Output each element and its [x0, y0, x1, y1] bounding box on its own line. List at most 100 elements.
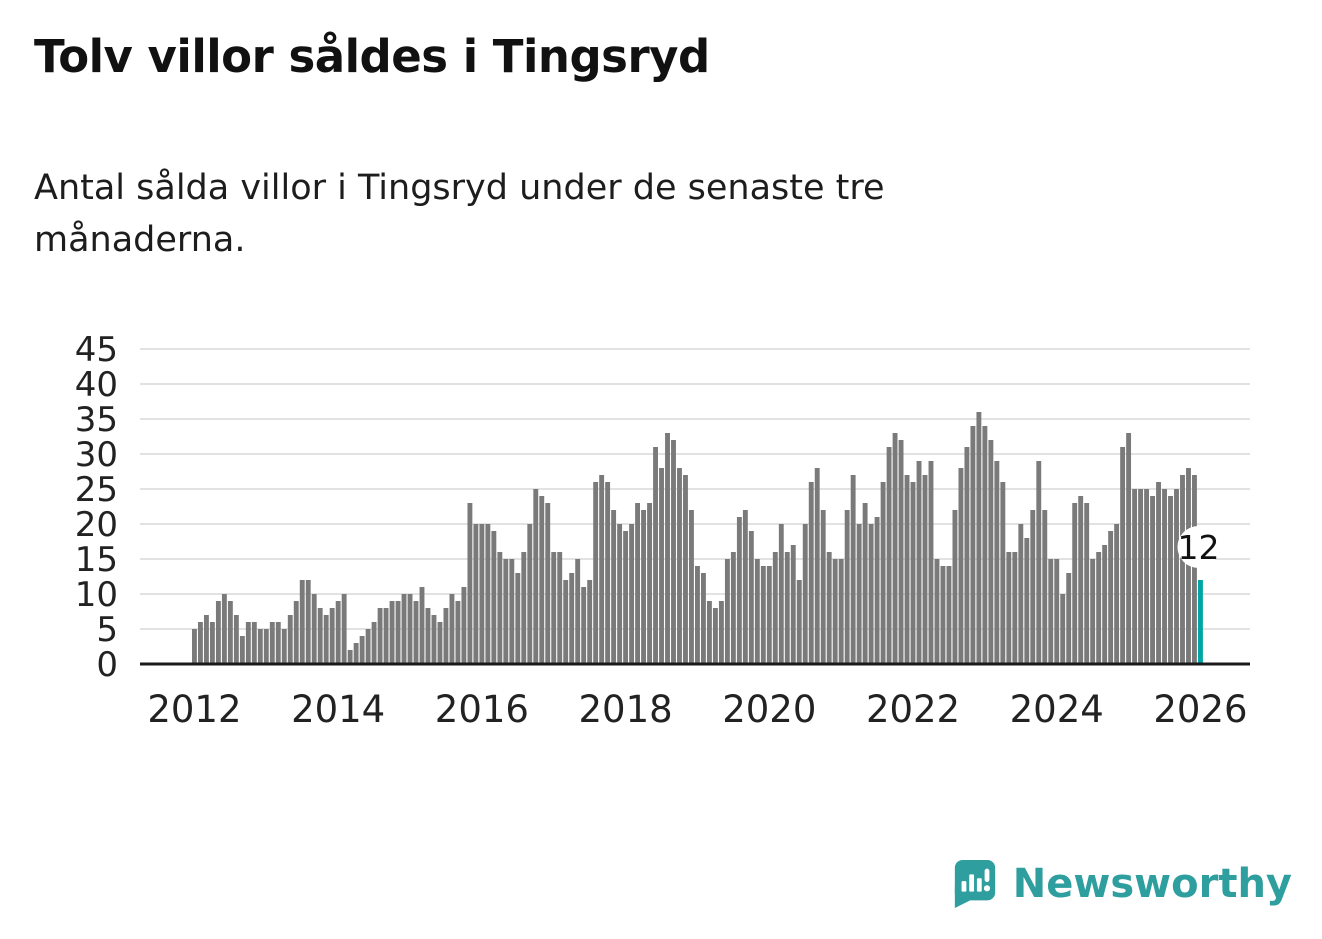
highlight-bar: [1198, 580, 1203, 664]
bar: [1192, 475, 1197, 664]
bar: [473, 524, 479, 664]
bar: [449, 594, 455, 664]
brand-footer: Newsworthy: [951, 857, 1292, 911]
bar: [311, 594, 317, 664]
bar: [964, 447, 970, 664]
bar: [916, 461, 922, 664]
bar: [317, 608, 323, 664]
bar: [820, 510, 826, 664]
bar: [347, 650, 353, 664]
newsworthy-logo-icon: [954, 860, 995, 908]
bar: [934, 559, 940, 664]
bar: [1162, 489, 1167, 664]
bar: [850, 475, 856, 664]
bar: [431, 615, 437, 664]
bar: [886, 447, 892, 664]
bar: [1042, 510, 1048, 664]
bar: [485, 524, 491, 664]
bar: [1126, 433, 1132, 664]
bar: [862, 503, 868, 664]
bar: [970, 426, 976, 664]
y-axis-label: 5: [96, 610, 118, 650]
bar: [802, 524, 808, 664]
bar: [671, 440, 676, 664]
bar: [760, 566, 766, 664]
bar: [1036, 461, 1042, 664]
bar: [635, 503, 641, 664]
bar: [413, 601, 419, 664]
bar: [239, 636, 245, 664]
bar: [521, 552, 527, 664]
bar: [1120, 447, 1126, 664]
bar: [1132, 489, 1138, 664]
bar: [461, 587, 467, 664]
bar: [599, 475, 605, 664]
bar: [623, 531, 629, 664]
bar: [335, 601, 341, 664]
bar: [1144, 489, 1150, 664]
bar: [227, 601, 233, 664]
y-axis-label: 30: [75, 435, 118, 475]
bar: [922, 475, 928, 664]
bar: [215, 601, 221, 664]
bar: [192, 629, 197, 664]
bar: [305, 580, 311, 664]
bar: [1180, 475, 1185, 664]
y-axis-label: 25: [75, 470, 118, 510]
bar: [790, 545, 796, 664]
bar: [1114, 524, 1120, 664]
bar: [641, 510, 646, 664]
bar: [545, 503, 551, 664]
bar: [1012, 552, 1018, 664]
bar: [491, 531, 497, 664]
bar: [1072, 503, 1078, 664]
bar: [287, 615, 293, 664]
bar: [443, 608, 449, 664]
bar: [395, 601, 401, 664]
x-axis-label: 2018: [579, 688, 673, 731]
y-axis-label: 35: [75, 400, 118, 440]
last-value-label: 12: [1177, 528, 1219, 567]
bar: [221, 594, 227, 664]
bar: [988, 440, 994, 664]
bar: [629, 524, 635, 664]
bar: [1024, 538, 1030, 664]
bar: [1048, 559, 1054, 664]
bar: [497, 552, 503, 664]
bar: [754, 559, 760, 664]
x-axis-label: 2024: [1010, 688, 1104, 731]
bar: [1108, 531, 1114, 664]
chart-title: Tolv villor såldes i Tingsryd: [34, 30, 710, 83]
bar: [659, 468, 664, 664]
bar: [952, 510, 958, 664]
logo-bar-2: [969, 874, 974, 892]
bar: [1066, 573, 1072, 664]
bar: [533, 489, 539, 664]
brand-name: Newsworthy: [1012, 861, 1292, 907]
bar: [1174, 489, 1179, 664]
bar: [892, 433, 898, 664]
bar: [736, 517, 742, 664]
bar: [365, 629, 371, 664]
bar: [748, 531, 754, 664]
bar: [1030, 510, 1036, 664]
bar: [994, 461, 1000, 664]
bar: [323, 615, 329, 664]
bar: [329, 608, 335, 664]
bar: [257, 629, 263, 664]
bar: [940, 566, 946, 664]
y-axis-label: 45: [75, 330, 118, 370]
bar: [946, 566, 952, 664]
bar: [569, 573, 575, 664]
bar: [437, 622, 443, 664]
bar: [1138, 489, 1144, 664]
x-axis-label: 2012: [147, 688, 241, 731]
bar: [856, 524, 862, 664]
bar: [509, 559, 515, 664]
bar: [1084, 503, 1090, 664]
logo-exclamation-dot: [983, 885, 990, 892]
bar: [880, 482, 886, 664]
y-axis-label: 40: [75, 365, 118, 405]
bar: [1054, 559, 1060, 664]
